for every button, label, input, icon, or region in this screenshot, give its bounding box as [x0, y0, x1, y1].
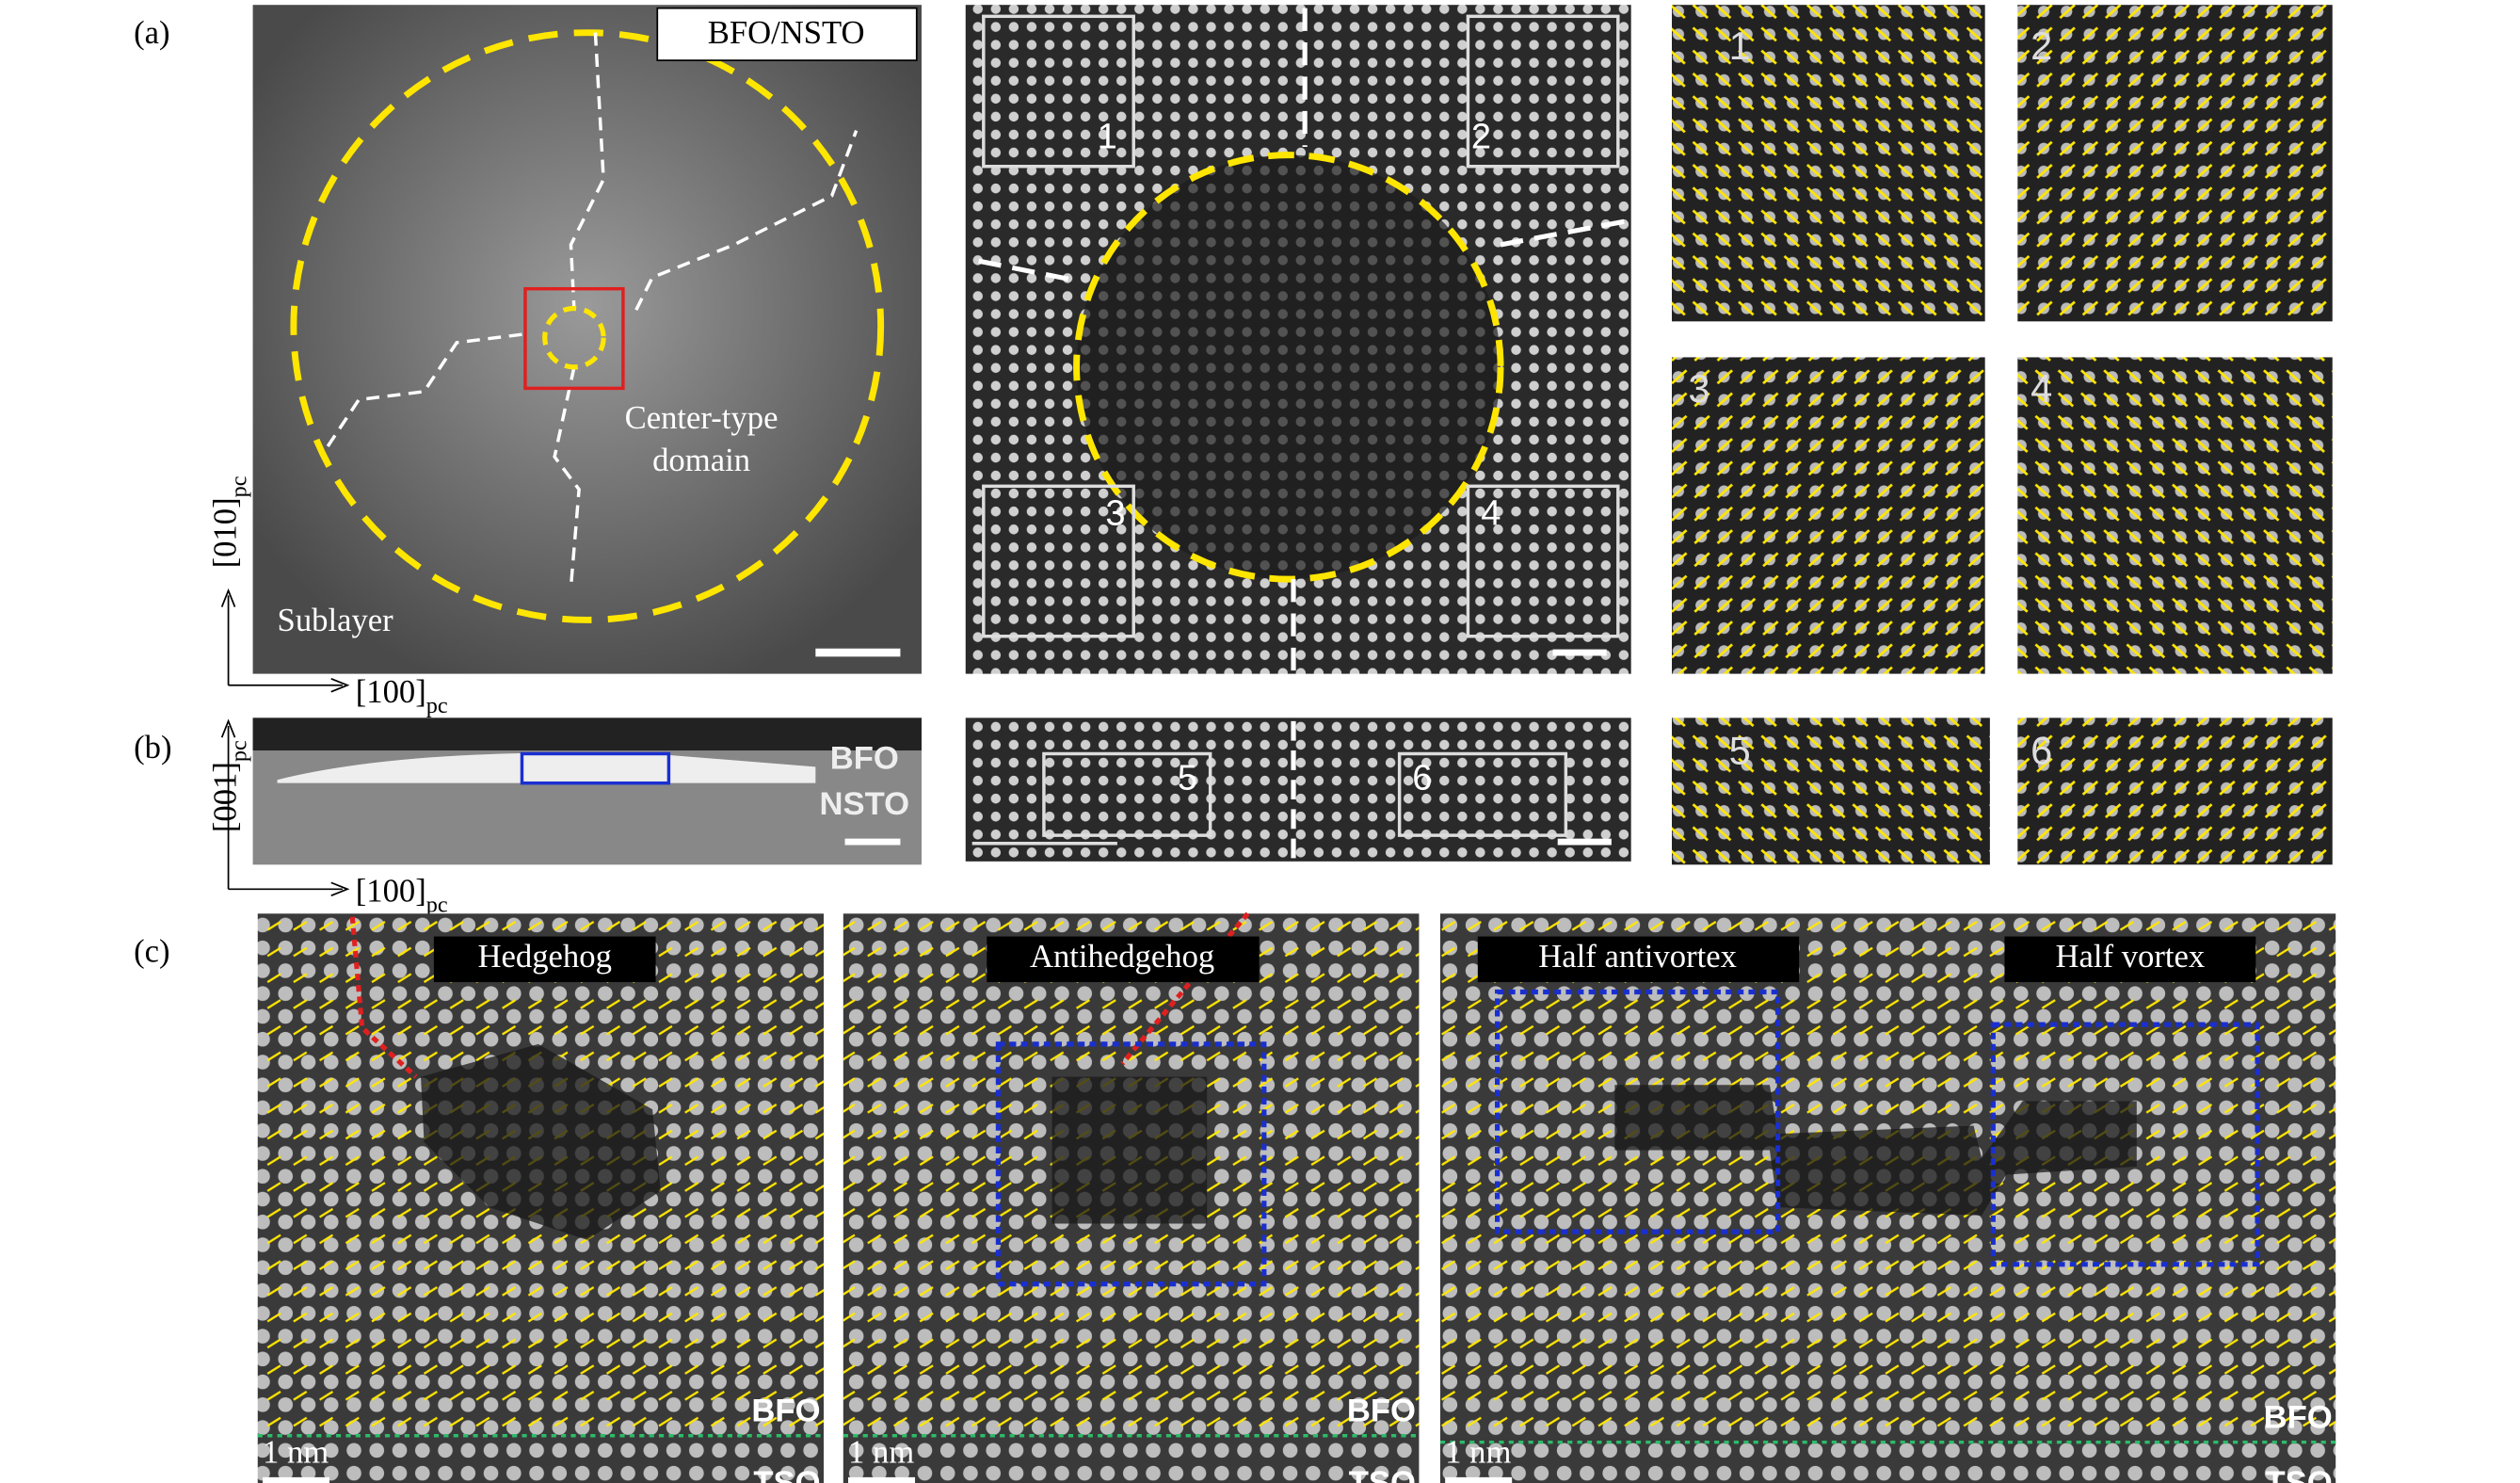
- panel-c3: Half antivortex Half vortex BFO TSO 1 nm: [1439, 913, 2336, 1483]
- zoom-image: [2017, 357, 2333, 674]
- domain-wall: [349, 916, 418, 1079]
- inset-box: [1397, 751, 1568, 837]
- layer-label: TSO: [2266, 1465, 2333, 1483]
- roi-box: [520, 751, 671, 785]
- zoom-image: [2017, 5, 2333, 322]
- zoom-image: [1672, 5, 1985, 322]
- overview-image: [252, 5, 922, 674]
- layer-label: TSO: [753, 1465, 820, 1483]
- inset-number: 2: [1471, 117, 1491, 156]
- panel-label: (b): [134, 730, 171, 766]
- inset-number: 6: [1412, 758, 1432, 798]
- panel-title: Hedgehog: [478, 939, 612, 975]
- zoom-number: 5: [1729, 728, 1751, 772]
- cross-section-top: [252, 717, 922, 751]
- center-circle: [542, 305, 606, 370]
- stem-image: [965, 717, 1631, 862]
- title-box: [2004, 936, 2256, 983]
- axis-sub: pc: [227, 476, 252, 497]
- domain-wall: [1120, 911, 1250, 1066]
- layer-label: BFO: [1347, 1394, 1416, 1429]
- axis-main: [100]: [356, 674, 426, 710]
- sublayer-label: Sublayer: [278, 603, 394, 638]
- panel-c2: Antihedgehog BFO TSO 1 nm: [843, 911, 1420, 1483]
- inset-number: 5: [1178, 758, 1197, 798]
- layer-label: NSTO: [820, 786, 910, 822]
- zoom-number: 3: [1688, 366, 1709, 411]
- scale-label: 1 nm: [263, 1434, 329, 1470]
- axis-label: [010]pc: [208, 476, 252, 568]
- zoom-number: 4: [2030, 366, 2052, 411]
- axis-arrows: [220, 718, 350, 897]
- panel-label: (c): [134, 934, 169, 970]
- zoom-image: [1672, 357, 1985, 674]
- zoom-number: 2: [2030, 24, 2052, 68]
- dark-region: [1051, 1076, 1208, 1224]
- domain-label: Center-type: [625, 400, 778, 436]
- axis-label: [100]pc: [356, 674, 448, 718]
- inset-boxes: [982, 14, 1620, 638]
- layer-label: TSO: [1349, 1465, 1416, 1483]
- title-box: [1477, 936, 1800, 983]
- panel-title: Antihedgehog: [1030, 939, 1214, 975]
- axis-sub: pc: [227, 740, 252, 762]
- axis-label: [001]pc: [208, 740, 252, 832]
- axis-main: [001]: [208, 762, 244, 832]
- domain-walls: [978, 8, 1632, 674]
- roi-box: [1990, 1022, 2260, 1267]
- domain-label: domain: [652, 443, 750, 478]
- panel-label: (a): [134, 15, 169, 51]
- inset-number: 3: [1105, 494, 1125, 534]
- layer-label: BFO: [830, 741, 899, 777]
- axis-main: [100]: [356, 873, 426, 909]
- film-layer: [277, 752, 816, 783]
- axis-arrows: [220, 588, 350, 693]
- dark-region: [421, 1043, 661, 1240]
- panel-title: Half antivortex: [1538, 939, 1737, 975]
- layer-label: BFO: [751, 1394, 820, 1429]
- dark-region: [1614, 1085, 2137, 1216]
- roi-box: [523, 286, 625, 391]
- dark-domain: [1076, 154, 1501, 580]
- roi-box: [995, 1041, 1267, 1287]
- scale-label: 1 nm: [1445, 1434, 1511, 1470]
- title-box: [433, 936, 656, 983]
- zoom-number: 6: [2030, 728, 2052, 772]
- inset-box: [1042, 751, 1212, 837]
- axis-main: [010]: [208, 497, 244, 568]
- inset-number: 1: [1098, 117, 1117, 156]
- tag-box: [656, 7, 918, 61]
- roi-box: [1495, 989, 1781, 1234]
- panel-title: Half vortex: [2056, 939, 2206, 975]
- title-box: [987, 936, 1260, 983]
- zoom-image: [1672, 717, 1990, 865]
- axis-sub: pc: [426, 693, 448, 718]
- layer-label: BFO: [2264, 1400, 2333, 1436]
- axis-label: [100]pc: [356, 873, 448, 917]
- panel-c1: Hedgehog BFO TSO 1 nm: [257, 913, 825, 1483]
- zoom-image: [2017, 717, 2333, 865]
- inset-number: 4: [1481, 494, 1501, 534]
- sample-tag: BFO/NSTO: [708, 15, 865, 51]
- domain-circle: [290, 29, 885, 623]
- scale-label: 1 nm: [848, 1434, 914, 1470]
- axis-sub: pc: [426, 893, 448, 918]
- zoom-number: 1: [1729, 24, 1751, 68]
